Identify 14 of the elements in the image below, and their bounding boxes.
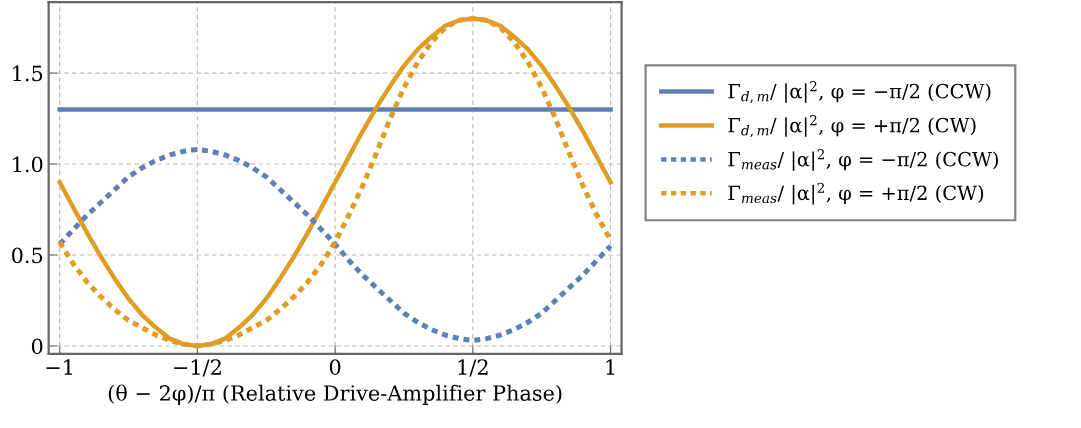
x-tick-label: 1/2 xyxy=(458,359,488,377)
legend-label: Γ$_{meas}$/ |α|$^{2}$, φ = −π/2 (CCW) xyxy=(728,149,999,171)
x-tick-label: 1 xyxy=(606,359,615,375)
y-tick-label: 1.5 xyxy=(13,65,43,82)
legend-label: Γ$_{d,m}$/ |α|$^{2}$, φ = −π/2 (CCW) xyxy=(728,81,991,104)
x-axis-title: (θ − 2φ)/π (Relative Drive-Amplifier Phase) xyxy=(108,384,562,405)
y-tick-label: 0.5 xyxy=(12,247,43,264)
legend-label: Γ$_{meas}$/ |α|$^{2}$, φ = +π/2 (CW) xyxy=(728,182,984,205)
legend-label: Γ$_{d,m}$/ |α|$^{2}$, φ = +π/2 (CW) xyxy=(728,115,976,138)
x-tick-label: 0 xyxy=(329,359,341,375)
y-tick-label: 1.0 xyxy=(13,156,43,173)
x-tick-label: −1 xyxy=(46,359,73,375)
x-tick-label: −1/2 xyxy=(174,359,221,377)
y-tick-label: 0 xyxy=(31,338,43,355)
